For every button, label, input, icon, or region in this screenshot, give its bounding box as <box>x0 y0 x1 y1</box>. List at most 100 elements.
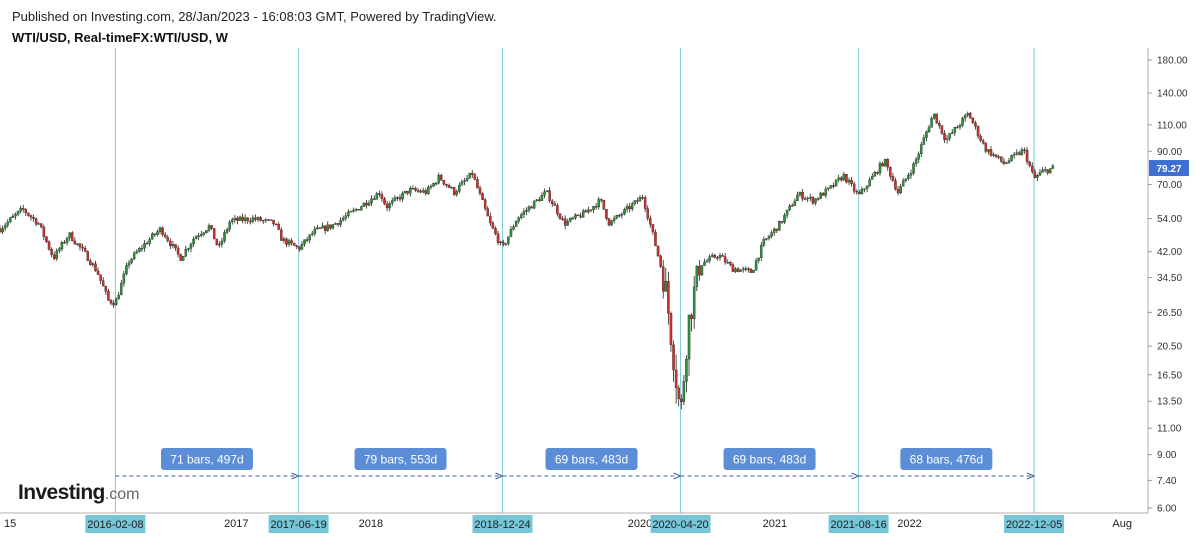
candle-body <box>860 189 864 195</box>
candle-body <box>821 192 825 196</box>
candle-body <box>829 185 833 188</box>
marked-date-bg <box>268 515 329 533</box>
candle-body <box>40 223 43 228</box>
candle-body <box>71 232 74 242</box>
candle-body <box>1012 153 1016 156</box>
candle-body <box>969 113 972 119</box>
candle-body <box>153 233 157 236</box>
candle-body <box>863 188 866 190</box>
candle-body <box>891 176 895 181</box>
candle-body <box>927 127 931 133</box>
candle-body <box>966 113 969 116</box>
time-tick-label: Aug <box>1112 518 1132 530</box>
candle-body <box>914 159 918 164</box>
time-tick-label: 2018 <box>359 518 383 530</box>
marked-date-label: 2021-08-16 <box>830 519 886 531</box>
candle-body <box>837 177 840 180</box>
candle-body <box>489 215 492 224</box>
candle-body <box>796 194 799 202</box>
candle-body <box>548 190 551 202</box>
candle-body <box>925 131 928 138</box>
candle-body <box>158 227 162 232</box>
measure-label-bg <box>354 448 447 470</box>
candle-body <box>716 257 719 259</box>
candle-body <box>1049 168 1052 174</box>
candle-body <box>445 183 448 186</box>
candle-body <box>527 206 531 211</box>
candle-body <box>731 264 735 272</box>
candle-body <box>89 260 92 265</box>
candle-body <box>574 214 577 219</box>
candle-body <box>558 213 562 219</box>
candle-body <box>176 247 180 255</box>
candle-body <box>907 175 910 179</box>
candle-body <box>873 172 877 177</box>
candle-body <box>930 118 933 128</box>
candle-body <box>987 149 990 152</box>
candle-body <box>135 251 139 254</box>
candle-body <box>393 197 397 201</box>
candle-body <box>600 199 603 201</box>
candle-body <box>868 179 871 187</box>
symbol-title: WTI/USD, Real-timeFX:WTI/USD, W <box>12 30 228 45</box>
candle-body <box>723 256 727 263</box>
candle-body <box>690 314 693 319</box>
candle-body <box>602 199 606 210</box>
candle-body <box>664 280 668 292</box>
candle-body <box>1041 169 1044 173</box>
candle-body <box>615 215 619 219</box>
candle-body <box>318 227 322 229</box>
candle-body <box>705 260 709 263</box>
candle-body <box>225 228 229 233</box>
candle-body <box>726 262 729 264</box>
candle-body <box>992 154 995 156</box>
candle-body <box>997 156 1000 158</box>
candle-body <box>876 172 879 174</box>
candle-body <box>323 225 327 231</box>
candle-body <box>11 216 15 218</box>
candle-body <box>540 195 544 201</box>
candle-body <box>643 197 647 209</box>
measure-arrowhead <box>1026 472 1036 480</box>
candle-body <box>827 187 830 190</box>
candle-body <box>447 185 451 188</box>
candle-body <box>127 262 131 266</box>
candle-body <box>628 206 631 210</box>
candle-body <box>556 205 559 215</box>
candle-body <box>37 223 40 225</box>
candle-body <box>50 249 53 256</box>
candle-body <box>561 218 564 220</box>
candle-body <box>114 298 118 306</box>
candle-body <box>189 243 193 249</box>
candle-body <box>522 211 526 215</box>
candle-body <box>352 209 355 212</box>
measure-label: 71 bars, 497d <box>170 453 243 467</box>
candle-body <box>935 113 939 124</box>
candle-body <box>1033 171 1037 178</box>
candle-body <box>491 222 495 229</box>
candle-body <box>1000 156 1003 162</box>
candle-body <box>120 283 123 296</box>
candle-body <box>809 196 812 199</box>
candle-body <box>729 262 732 265</box>
candle-body <box>246 217 249 222</box>
candle-body <box>55 250 59 259</box>
candle-body <box>950 132 954 134</box>
candle-body <box>1036 175 1039 178</box>
candle-body <box>1007 160 1011 163</box>
candle-body <box>184 249 188 257</box>
candle-body <box>811 196 815 204</box>
time-tick-label: 2017 <box>224 518 248 530</box>
candle-body <box>963 115 967 119</box>
candle-body <box>215 238 219 245</box>
price-tick-label: 54.00 <box>1157 214 1182 225</box>
candle-body <box>16 210 20 215</box>
candle-body <box>411 188 415 190</box>
candle-body <box>509 228 513 237</box>
candle-body <box>584 210 588 213</box>
candle-body <box>385 203 389 209</box>
candle-body <box>571 217 575 220</box>
candle-body <box>91 263 95 265</box>
candle-body <box>842 174 846 181</box>
